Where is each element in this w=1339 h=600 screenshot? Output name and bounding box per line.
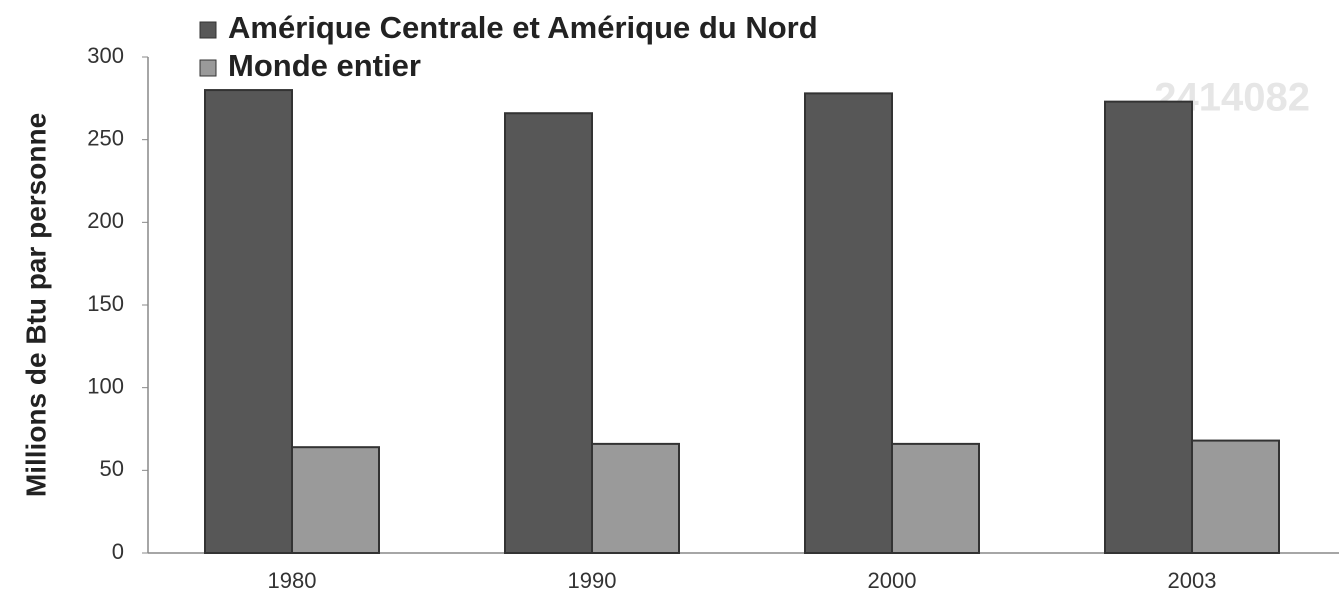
y-axis-label: Millions de Btu par personne [20, 113, 51, 497]
x-tick-label: 1990 [568, 568, 617, 593]
bar [1104, 100, 1193, 554]
legend-swatch [199, 21, 217, 39]
bar [291, 446, 380, 555]
y-tick-label: 150 [87, 291, 124, 316]
bar [504, 112, 593, 554]
bar [1191, 439, 1280, 554]
legend-label: Monde entier [228, 48, 421, 83]
y-tick-label: 0 [112, 539, 124, 564]
y-tick-label: 100 [87, 373, 124, 398]
bar [591, 442, 680, 555]
legend-label: Amérique Centrale et Amérique du Nord [228, 10, 818, 45]
bar [804, 92, 893, 555]
y-tick-label: 50 [100, 456, 124, 481]
y-tick-label: 200 [87, 208, 124, 233]
x-tick-label: 2003 [1168, 568, 1217, 593]
x-tick-label: 1980 [268, 568, 317, 593]
y-tick-label: 250 [87, 125, 124, 150]
bar [204, 89, 293, 554]
legend-swatch [199, 59, 217, 77]
y-tick-label: 300 [87, 43, 124, 68]
x-tick-label: 2000 [868, 568, 917, 593]
bar [891, 442, 980, 555]
